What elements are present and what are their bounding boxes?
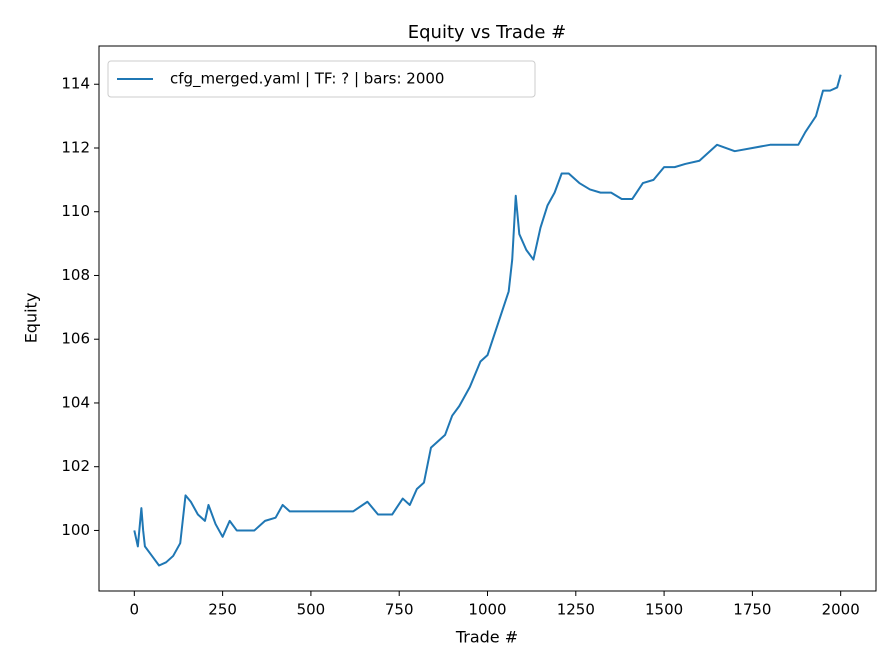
x-tick-label: 1250 <box>557 601 595 619</box>
x-axis-label: Trade # <box>455 628 518 647</box>
legend-label: cfg_merged.yaml | TF: ? | bars: 2000 <box>170 70 444 89</box>
x-tick-label: 250 <box>208 601 237 619</box>
y-tick-label: 114 <box>61 75 90 93</box>
series-line <box>133 74 842 567</box>
x-tick-label: 1750 <box>733 601 771 619</box>
y-tick-label: 106 <box>61 330 90 348</box>
legend-box <box>107 60 536 98</box>
x-tick-label: 1500 <box>645 601 683 619</box>
y-tick-label: 100 <box>61 521 90 539</box>
y-tick-label: 102 <box>61 457 90 475</box>
x-tick-label: 0 <box>130 601 140 619</box>
y-tick-label: 112 <box>61 138 90 156</box>
y-tick-label: 110 <box>61 202 90 220</box>
x-tick-label: 750 <box>385 601 414 619</box>
x-tick-label: 2000 <box>822 601 860 619</box>
x-tick-label: 500 <box>297 601 326 619</box>
y-axis-label: Equity <box>22 293 41 344</box>
chart-title: Equity vs Trade # <box>408 22 566 43</box>
axes-frame <box>98 45 877 592</box>
y-tick-label: 104 <box>61 393 90 411</box>
y-tick-label: 108 <box>61 266 90 284</box>
x-tick-label: 1000 <box>468 601 506 619</box>
